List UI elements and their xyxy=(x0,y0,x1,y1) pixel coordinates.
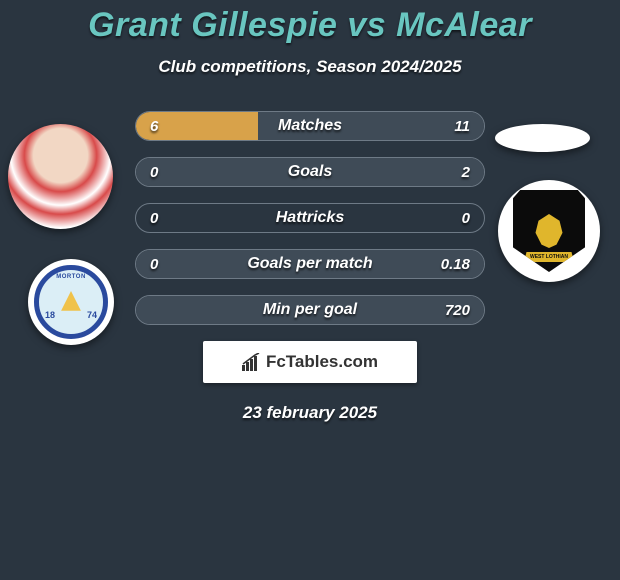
club-right-badge: WEST LOTHIAN xyxy=(498,180,600,282)
stat-label: Goals per match xyxy=(136,250,484,278)
infographic-container: Grant Gillespie vs McAlear Club competit… xyxy=(0,0,620,580)
stat-value-right: 0.18 xyxy=(441,250,470,278)
stat-value-left: 0 xyxy=(150,158,158,186)
club-left-year-left: 18 xyxy=(45,310,55,320)
stat-label: Goals xyxy=(136,158,484,186)
club-left-badge: MORTON 18 74 xyxy=(28,259,114,345)
source-logo-text: FcTables.com xyxy=(266,352,378,372)
stat-value-right: 0 xyxy=(462,204,470,232)
date-text: 23 february 2025 xyxy=(0,403,620,423)
club-right-banner: WEST LOTHIAN xyxy=(524,252,574,262)
page-title: Grant Gillespie vs McAlear xyxy=(0,6,620,45)
stat-value-right: 2 xyxy=(462,158,470,186)
stat-label: Matches xyxy=(136,112,484,140)
club-right-shield: WEST LOTHIAN xyxy=(513,190,585,272)
player-left-avatar xyxy=(8,124,113,229)
source-logo-box: FcTables.com xyxy=(203,341,417,383)
source-logo: FcTables.com xyxy=(242,352,378,372)
stat-label: Min per goal xyxy=(136,296,484,324)
stat-value-right: 720 xyxy=(445,296,470,324)
player-right-avatar xyxy=(495,124,590,152)
stat-row: 0 Hattricks 0 xyxy=(135,203,485,233)
club-left-sail-icon xyxy=(60,291,82,313)
stats-panel: 6 Matches 11 0 Goals 2 0 Hattricks 0 0 G… xyxy=(135,111,485,325)
stat-row: 0 Goals per match 0.18 xyxy=(135,249,485,279)
stat-value-right: 11 xyxy=(454,112,470,140)
club-right-lion-icon xyxy=(534,214,564,248)
stat-value-left: 0 xyxy=(150,204,158,232)
page-subtitle: Club competitions, Season 2024/2025 xyxy=(0,57,620,77)
chart-icon xyxy=(242,353,262,371)
stat-row: 6 Matches 11 xyxy=(135,111,485,141)
club-left-top-text: MORTON xyxy=(56,274,86,280)
stat-row: 0 Goals 2 xyxy=(135,157,485,187)
club-left-year-right: 74 xyxy=(87,310,97,320)
stat-value-left: 0 xyxy=(150,250,158,278)
stat-value-left: 6 xyxy=(150,112,158,140)
club-left-badge-inner: MORTON 18 74 xyxy=(34,265,108,339)
stat-row: Min per goal 720 xyxy=(135,295,485,325)
stat-label: Hattricks xyxy=(136,204,484,232)
